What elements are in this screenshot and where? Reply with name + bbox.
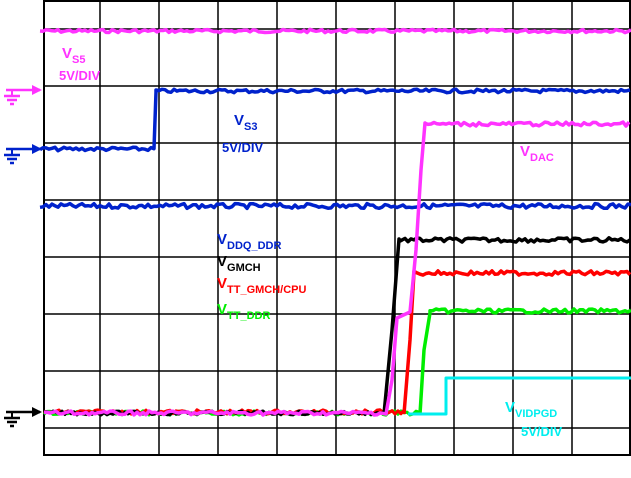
ground-marker-common xyxy=(4,407,42,428)
label-vgmch: VGMCH xyxy=(217,253,261,274)
trace-vvidpgd xyxy=(408,376,631,416)
label-vddq-main: V xyxy=(217,231,227,248)
trace-vddq xyxy=(39,201,631,211)
trace-vdac xyxy=(43,120,631,417)
label-vdac-sub: DAC xyxy=(530,152,554,164)
trace-labels: VS5 5V/DIV VS3 5V/DIV VDAC VDDQ_DDR VGMC… xyxy=(59,45,563,439)
label-vs5-sub: S5 xyxy=(72,54,85,66)
label-vtt-ddr-sub: TT_DDR xyxy=(227,310,270,322)
label-vvidpgd-scale: 5V/DIV xyxy=(521,424,563,439)
ground-markers xyxy=(4,85,42,428)
trace-vtt-gmch xyxy=(402,269,631,415)
label-vtt-ddr-main: V xyxy=(217,301,227,318)
trace-vtt-ddr xyxy=(418,307,631,415)
label-vs3-main: V xyxy=(234,112,244,129)
grid-frame xyxy=(43,0,631,456)
label-vvidpgd-sub: VIDPGD xyxy=(515,408,557,420)
label-vtt-gmch-sub: TT_GMCH/CPU xyxy=(227,284,307,296)
ground-marker-vs3 xyxy=(4,144,42,165)
label-vs5: VS5 xyxy=(62,45,85,66)
label-vddq: VDDQ_DDR xyxy=(217,231,281,252)
label-vdac-main: V xyxy=(520,143,530,160)
label-vs3-sub: S3 xyxy=(244,121,257,133)
label-vvidpgd: VVIDPGD xyxy=(505,399,557,420)
grid xyxy=(43,0,631,456)
label-vgmch-main: V xyxy=(217,253,227,270)
label-vs3-scale: 5V/DIV xyxy=(222,140,264,155)
label-vgmch-sub: GMCH xyxy=(227,262,261,274)
label-vs3: VS3 xyxy=(234,112,257,133)
label-vddq-sub: DDQ_DDR xyxy=(227,240,281,252)
trace-vs5 xyxy=(39,27,631,35)
label-vvidpgd-main: V xyxy=(505,399,515,416)
traces xyxy=(39,27,631,417)
trace-vs3 xyxy=(39,87,631,153)
label-vtt-gmch: VTT_GMCH/CPU xyxy=(217,275,307,296)
label-vdac: VDAC xyxy=(520,143,554,164)
label-vs5-scale: 5V/DIV xyxy=(59,68,101,83)
trace-vgmch xyxy=(382,236,631,415)
ground-marker-vs5 xyxy=(4,85,42,106)
label-vtt-ddr: VTT_DDR xyxy=(217,301,270,322)
label-vtt-gmch-main: V xyxy=(217,275,227,292)
label-vs5-main: V xyxy=(62,45,72,62)
